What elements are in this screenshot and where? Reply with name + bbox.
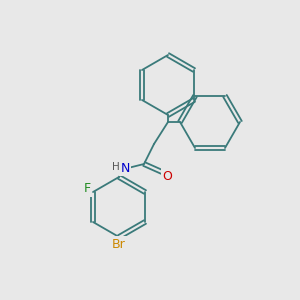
Text: N: N: [120, 161, 130, 175]
Text: F: F: [83, 182, 91, 196]
Text: Br: Br: [112, 238, 126, 250]
Text: H: H: [112, 162, 120, 172]
Text: O: O: [162, 169, 172, 182]
